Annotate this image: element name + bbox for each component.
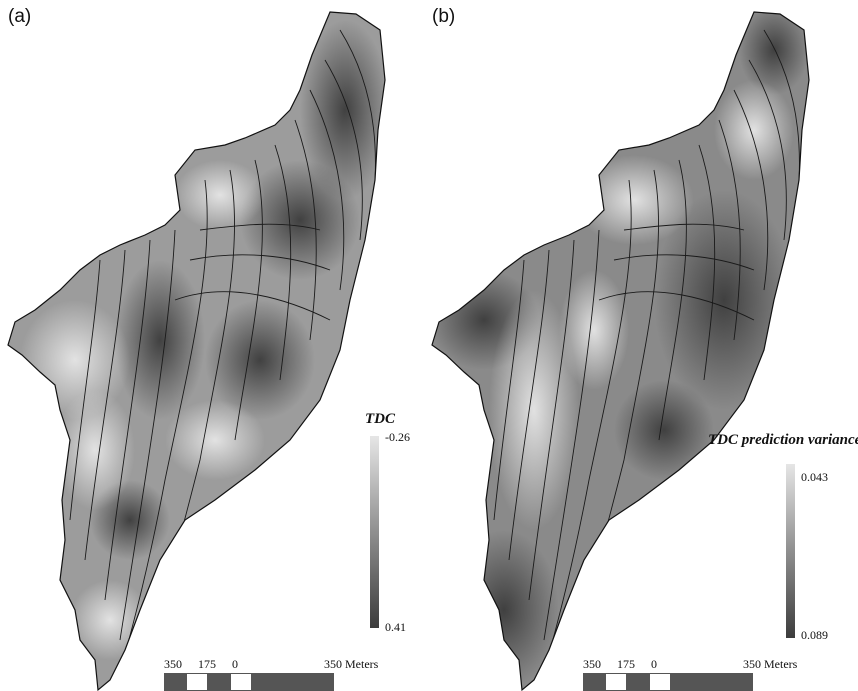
legend-a-bottom-value: 0.41: [385, 620, 406, 634]
scalebar-a: 350 175 0 350 Meters: [164, 657, 394, 691]
scalebar-a-tick: 0: [232, 657, 238, 671]
scalebar-b-tick: 0: [651, 657, 657, 671]
scalebar-a-tick: 350 Meters: [324, 657, 379, 671]
map-a-outline: [7, 11, 386, 691]
scalebar-b-segment: [627, 673, 649, 691]
scalebar-b-tick: 350: [583, 657, 601, 671]
legend-a-colorbar: [370, 436, 379, 628]
scalebar-a-tick: 175: [198, 657, 216, 671]
legend-b-title: TDC prediction variance: [708, 432, 858, 448]
scalebar-b-segment: [671, 673, 753, 691]
panel-a-label: (a): [8, 6, 32, 27]
scalebar-a-segment: [230, 673, 252, 691]
scalebar-a-tick: 350: [164, 657, 182, 671]
legend-b-bottom-value: 0.089: [801, 628, 828, 642]
scalebar-a-segment: [164, 673, 186, 691]
map-panel-b: [431, 11, 810, 691]
legend-a-title: TDC: [365, 411, 395, 427]
panel-b-label: (b): [432, 6, 456, 27]
map-b-outline: [431, 11, 810, 691]
legend-a-top-value: -0.26: [385, 430, 410, 444]
legend-b-colorbar: [786, 464, 795, 638]
legend-b-top-value: 0.043: [801, 470, 828, 484]
map-panel-a: [7, 11, 386, 691]
scalebar-b-tick: 175: [617, 657, 635, 671]
scalebar-b-segment: [583, 673, 605, 691]
scalebar-b-segment: [605, 673, 627, 691]
scalebar-a-segment: [252, 673, 334, 691]
scalebar-b-segment: [649, 673, 671, 691]
scalebar-b-tick: 350 Meters: [743, 657, 798, 671]
map-b-contours: [493, 29, 800, 690]
scalebar-a-segment: [208, 673, 230, 691]
scalebar-a-segment: [186, 673, 208, 691]
scalebar-b: 350 175 0 350 Meters: [583, 657, 813, 691]
